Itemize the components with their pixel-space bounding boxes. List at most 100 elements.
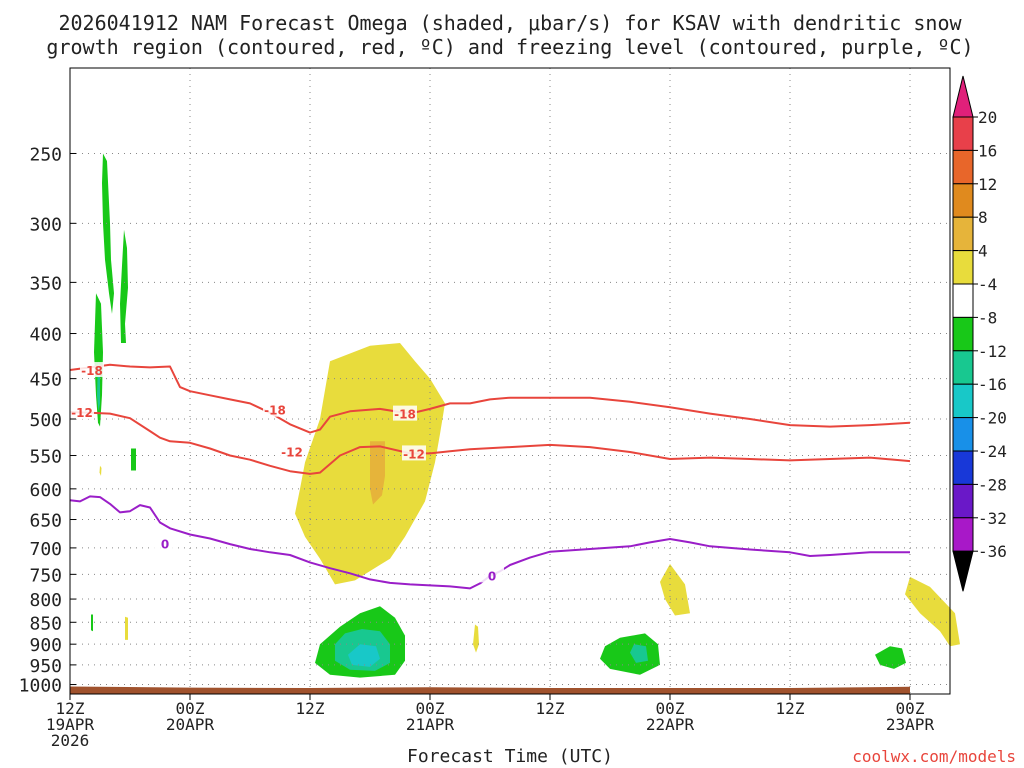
colorbar-bin--28--24 <box>952 450 974 485</box>
colorbar-label-12: 12 <box>978 175 997 194</box>
chart-title-line-2: growth region (contoured, red, ºC) and f… <box>46 35 973 59</box>
x-tick-72-0: 12Z <box>776 699 805 718</box>
axis-tick-labels: 2503003504004505005506006507007508008509… <box>19 144 935 750</box>
contour-label--12-1: -12 <box>281 445 303 459</box>
colorbar-arrow-top <box>952 75 974 118</box>
contour-label--18-1: -18 <box>264 404 286 418</box>
x-tick-36-1: 21APR <box>406 715 455 734</box>
x-tick-24-0: 12Z <box>296 699 325 718</box>
y-tick-250: 250 <box>29 144 62 165</box>
contour-label-bg <box>263 401 287 417</box>
omega-region-yellow-right-1 <box>660 564 690 616</box>
colorbar-bin--4-4 <box>952 250 974 285</box>
colorbar-bin--24--20 <box>952 417 974 452</box>
omega-region-yellow-tiny <box>99 465 102 476</box>
contour-lines: -18 -18 -18 -12 -12 -12 0 0 <box>69 362 911 590</box>
y-tick-1000: 1000 <box>19 676 62 697</box>
y-tick-300: 300 <box>29 214 62 235</box>
colorbar-label--4: -4 <box>978 275 997 294</box>
x-tick-48-0: 12Z <box>536 699 565 718</box>
omega-shading <box>91 153 960 678</box>
colorbar-label-8: 8 <box>978 208 988 227</box>
y-tick-550: 550 <box>29 447 62 468</box>
contour-label-bg <box>153 535 177 551</box>
contour-0C-freezing-level <box>69 495 910 590</box>
contour-label-bg <box>402 445 426 461</box>
x-tick-12-0: 00Z <box>176 699 205 718</box>
colorbar-bin-16-20 <box>952 116 974 151</box>
plot-frame <box>69 67 951 695</box>
colorbar-label--32: -32 <box>978 509 1007 528</box>
colorbar-bin--36--32 <box>952 517 974 552</box>
y-tick-400: 400 <box>29 325 62 346</box>
omega-region-cyan-low-1 <box>348 644 380 667</box>
x-tick-0-2: 2026 <box>51 731 90 750</box>
contour-label-bg <box>70 404 94 420</box>
y-tick-750: 750 <box>29 565 62 586</box>
ground-surface <box>70 686 910 694</box>
grid-lines <box>69 68 950 694</box>
colorbar: 20 16 12 8 4 -4 -8 -12 -16 -20 -24 -28 -32 -36 <box>952 75 1007 592</box>
contour-label--18-0: -18 <box>81 364 103 378</box>
y-tick-350: 350 <box>29 273 62 294</box>
colorbar-label--36: -36 <box>978 542 1007 561</box>
omega-region-teal-low-2 <box>630 644 648 663</box>
chart-title-line-1: 2026041912 NAM Forecast Omega (shaded, μ… <box>58 11 962 35</box>
x-tick-84-1: 23APR <box>886 715 935 734</box>
colorbar-label-16: 16 <box>978 141 997 160</box>
colorbar-label--24: -24 <box>978 442 1007 461</box>
y-tick-850: 850 <box>29 613 62 634</box>
x-tick-60-1: 22APR <box>646 715 695 734</box>
omega-region-green-tiny <box>91 614 93 632</box>
y-tick-450: 450 <box>29 370 62 391</box>
colorbar-label-20: 20 <box>978 108 997 127</box>
omega-region-yellow-right-2 <box>905 576 960 647</box>
credit-link[interactable]: coolwx.com/models <box>852 747 1016 766</box>
omega-region-green-upper-1 <box>102 153 114 314</box>
y-tick-800: 800 <box>29 590 62 611</box>
x-tick-84-0: 00Z <box>896 699 925 718</box>
contour-label--18-2: -18 <box>394 408 416 422</box>
y-tick-900: 900 <box>29 635 62 656</box>
colorbar-label--28: -28 <box>978 475 1007 494</box>
omega-region-green-square <box>131 448 136 471</box>
y-tick-950: 950 <box>29 656 62 677</box>
colorbar-bin-4-8 <box>952 216 974 252</box>
colorbar-label--16: -16 <box>978 375 1007 394</box>
contour-label-bg <box>393 405 417 421</box>
contour-label--12-0: -12 <box>71 406 93 420</box>
omega-region-yellow-small-2 <box>473 624 479 653</box>
contour--18C <box>69 363 911 434</box>
y-tick-650: 650 <box>29 511 62 532</box>
x-tick-0-1: 19APR <box>46 715 95 734</box>
contour-label-0-1: 0 <box>488 569 496 583</box>
contour-label-0-0: 0 <box>161 538 169 552</box>
colorbar-label-4: 4 <box>978 242 988 261</box>
contour--12C <box>69 411 911 475</box>
colorbar-bin--32--28 <box>952 483 974 519</box>
x-tick-60-0: 00Z <box>656 699 685 718</box>
colorbar-bin--8--4 <box>952 283 974 318</box>
colorbar-bin-12-16 <box>952 149 974 185</box>
colorbar-label--12: -12 <box>978 342 1007 361</box>
omega-region-green-upper-2 <box>120 229 128 343</box>
contour-label-bg <box>480 567 504 583</box>
y-tick-600: 600 <box>29 480 62 501</box>
x-tick-0-0: 12Z <box>56 699 85 718</box>
colorbar-arrow-bottom <box>952 550 974 592</box>
colorbar-label--20: -20 <box>978 409 1007 428</box>
omega-region-orange-main <box>370 441 385 505</box>
x-tick-12-1: 20APR <box>166 715 215 734</box>
y-tick-500: 500 <box>29 410 62 431</box>
ground-fill <box>70 686 910 694</box>
contour-label--12-2: -12 <box>403 447 425 461</box>
colorbar-bin--12--8 <box>952 316 974 352</box>
omega-region-green-mid-1 <box>94 293 103 427</box>
colorbar-label--8: -8 <box>978 308 997 327</box>
contour-label-bg <box>280 443 304 459</box>
colorbar-bin-8-12 <box>952 183 974 218</box>
y-tick-700: 700 <box>29 539 62 560</box>
omega-region-yellow-small-1 <box>125 616 128 640</box>
